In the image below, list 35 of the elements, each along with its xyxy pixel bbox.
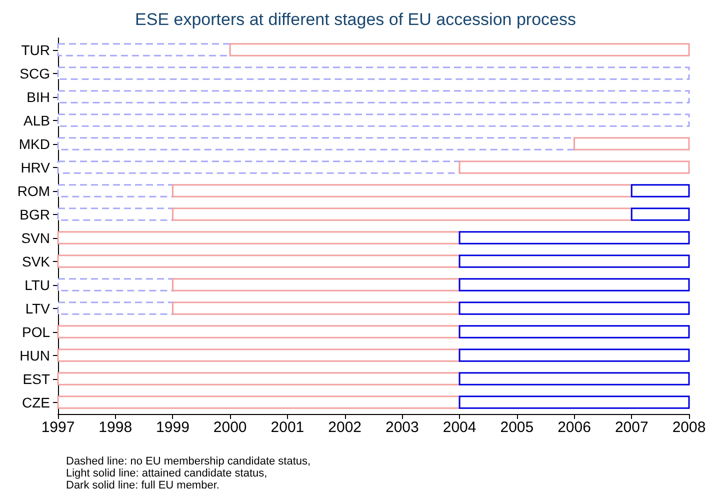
y-tick-label: EST bbox=[22, 370, 50, 387]
text: Dashed line: no EU membership candidate status, bbox=[66, 456, 311, 468]
y-tick-label: BIH bbox=[26, 88, 50, 105]
x-tick-label: 2001 bbox=[270, 419, 304, 436]
bar bbox=[57, 66, 690, 80]
y-tick-label: TUR bbox=[21, 42, 50, 58]
y-tick-label: ROM bbox=[17, 182, 50, 199]
y-tick-label: POL bbox=[22, 324, 50, 340]
y-tick-label: SVN bbox=[21, 230, 50, 246]
x-tick-label: 2007 bbox=[614, 419, 648, 436]
y-tick-label: LTU bbox=[24, 276, 50, 293]
x-tick-label: 2004 bbox=[442, 419, 476, 436]
y-tick-label: CZE bbox=[22, 394, 50, 410]
y-tick-label: BGR bbox=[20, 206, 50, 222]
y-tick-label: ALB bbox=[24, 112, 50, 128]
chart-title: ESE exporters at different stages of EU accession process bbox=[135, 10, 576, 29]
bar bbox=[57, 90, 690, 104]
text: Light solid line: attained candidate status, bbox=[66, 468, 268, 480]
x-tick-label: 1997 bbox=[41, 419, 75, 436]
x-tick-label: 2008 bbox=[672, 419, 706, 436]
x-tick-label: 2006 bbox=[558, 419, 591, 436]
x-tick-label: 2005 bbox=[500, 419, 534, 436]
x-tick-label: 2003 bbox=[385, 419, 419, 436]
y-tick-label: SCG bbox=[20, 65, 50, 82]
y-tick-label: MKD bbox=[18, 136, 50, 152]
x-tick-label: 2000 bbox=[213, 419, 247, 436]
bar bbox=[57, 114, 690, 127]
y-tick-label: LTV bbox=[25, 300, 51, 316]
y-tick-label: HUN bbox=[20, 347, 50, 364]
x-tick-label: 1998 bbox=[98, 419, 132, 436]
x-tick-label: 1999 bbox=[156, 419, 190, 436]
x-tick-label: 2002 bbox=[328, 419, 362, 436]
y-tick-label: SVK bbox=[22, 253, 51, 270]
text: Dark solid line: full EU member. bbox=[66, 480, 220, 492]
y-tick-label: HRV bbox=[20, 159, 51, 176]
